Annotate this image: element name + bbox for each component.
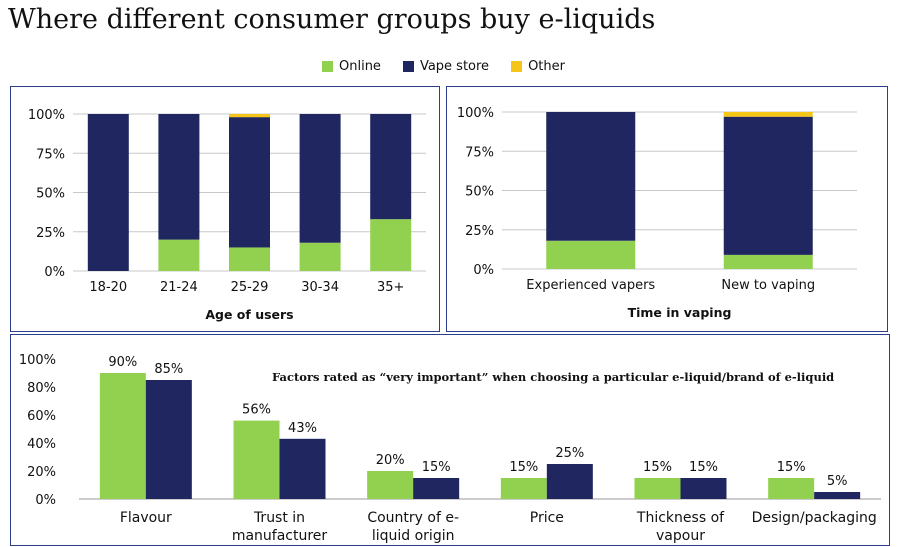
factors-chart-title: Factors rated as “very important” when c… xyxy=(272,370,835,384)
data-label: 5% xyxy=(827,474,848,489)
data-label: 56% xyxy=(242,403,271,418)
bar-vape-store xyxy=(723,116,813,255)
data-label: 85% xyxy=(154,362,183,377)
data-label: 20% xyxy=(376,453,405,468)
data-label: 90% xyxy=(108,355,137,370)
bar-other xyxy=(723,112,813,117)
bar-second-series xyxy=(680,478,727,499)
y-tick-label: 100% xyxy=(19,353,56,368)
data-label: 15% xyxy=(777,460,806,475)
legend-swatch-online xyxy=(322,61,333,72)
legend-swatch-other xyxy=(511,61,523,72)
y-tick-label: 60% xyxy=(27,409,56,424)
y-tick-label: 0% xyxy=(35,493,56,508)
y-tick-label: 75% xyxy=(465,145,494,160)
y-tick-label: 20% xyxy=(27,465,56,480)
bar-online xyxy=(158,239,200,271)
x-tick-label: Trust in xyxy=(253,510,305,526)
panel-time-in-vaping: 0% 25% 50% 75% 100% Experienced vapers New to … xyxy=(446,86,888,332)
x-tick-label: Experienced vapers xyxy=(526,278,655,293)
x-tick-label: 25-29 xyxy=(231,280,269,295)
x-tick-label: 30-34 xyxy=(301,280,339,295)
x-tick-label: vapour xyxy=(656,528,705,544)
bar-online xyxy=(370,219,412,271)
bar-vape-store xyxy=(546,112,636,241)
y-tick-label: 25% xyxy=(465,224,494,239)
legend-label-online: Online xyxy=(339,59,381,74)
bar-first-series xyxy=(99,373,146,499)
x-tick-label: Country of e- xyxy=(367,510,459,526)
legend-item-vape-store: Vape store xyxy=(402,59,490,74)
x-tick-label: Design/packaging xyxy=(752,510,877,526)
x-tick-label: manufacturer xyxy=(232,528,328,544)
page-title: Where different consumer groups buy e-li… xyxy=(8,4,656,35)
bar-first-series xyxy=(233,420,280,499)
bar-second-series xyxy=(413,478,460,499)
legend-item-other: Other xyxy=(511,59,565,74)
data-label: 15% xyxy=(422,460,451,475)
bar-second-series xyxy=(814,492,861,499)
bar-online xyxy=(229,247,270,271)
panel-important-factors: 0% 20% 40% 60% 80% 100% 90% 85% Flavour 56% 43% Tru… xyxy=(10,334,890,546)
y-tick-label: 40% xyxy=(27,437,56,452)
data-label: 25% xyxy=(555,446,584,461)
bar-vape-store xyxy=(158,114,200,240)
chart-legend: Online Vape store Other xyxy=(322,59,565,74)
y-tick-label: 0% xyxy=(44,265,65,280)
bar-second-series xyxy=(145,380,192,499)
bar-vape-store xyxy=(229,117,270,248)
time-in-vaping-chart: 0% 25% 50% 75% 100% Experienced vapers New to … xyxy=(457,106,857,320)
age-of-users-chart: 0% 25% 50% 75% 100% 18-20 21-24 25-29 30-34 35+ Ag… xyxy=(28,108,426,322)
x-tick-label: Thickness of xyxy=(636,510,725,526)
y-tick-label: 75% xyxy=(36,147,65,162)
x-axis-title: Age of users xyxy=(205,307,293,322)
bar-first-series xyxy=(634,478,681,499)
bar-second-series xyxy=(279,438,326,499)
x-tick-label: liquid origin xyxy=(372,528,455,544)
data-label: 15% xyxy=(689,460,718,475)
x-tick-label: 21-24 xyxy=(160,280,198,295)
bar-vape-store xyxy=(299,114,341,243)
x-tick-label: 18-20 xyxy=(89,280,127,295)
bar-online xyxy=(546,240,636,269)
x-tick-label: Price xyxy=(530,510,564,526)
x-tick-label: Flavour xyxy=(120,510,172,526)
data-label: 15% xyxy=(643,460,672,475)
bar-first-series xyxy=(367,471,414,499)
x-axis-title: Time in vaping xyxy=(628,305,732,320)
legend-label-other: Other xyxy=(528,59,565,74)
data-label: 43% xyxy=(288,421,317,436)
y-tick-label: 25% xyxy=(36,226,65,241)
y-tick-label: 50% xyxy=(36,187,65,202)
bar-vape-store xyxy=(87,114,129,271)
bar-online xyxy=(723,254,813,269)
bar-first-series xyxy=(768,478,815,499)
y-tick-label: 0% xyxy=(473,263,494,278)
legend-item-online: Online xyxy=(322,59,381,74)
y-tick-label: 50% xyxy=(465,185,494,200)
bar-second-series xyxy=(546,464,593,499)
legend-swatch-vape-store xyxy=(402,61,414,72)
x-tick-label: 35+ xyxy=(377,280,404,295)
y-tick-label: 100% xyxy=(28,108,65,123)
data-label: 15% xyxy=(509,460,538,475)
panel-age-of-users: 0% 25% 50% 75% 100% 18-20 21-24 25-29 30-34 35+ Ag… xyxy=(10,86,440,332)
bar-other xyxy=(229,114,270,118)
important-factors-chart: 0% 20% 40% 60% 80% 100% 90% 85% Flavour 56% 43% Tru… xyxy=(19,353,881,544)
bar-online xyxy=(299,242,341,271)
y-tick-label: 80% xyxy=(27,381,56,396)
x-tick-label: New to vaping xyxy=(721,278,815,293)
bar-first-series xyxy=(500,478,547,499)
bar-vape-store xyxy=(370,114,412,220)
legend-label-vape-store: Vape store xyxy=(419,59,490,74)
y-tick-label: 100% xyxy=(457,106,494,121)
